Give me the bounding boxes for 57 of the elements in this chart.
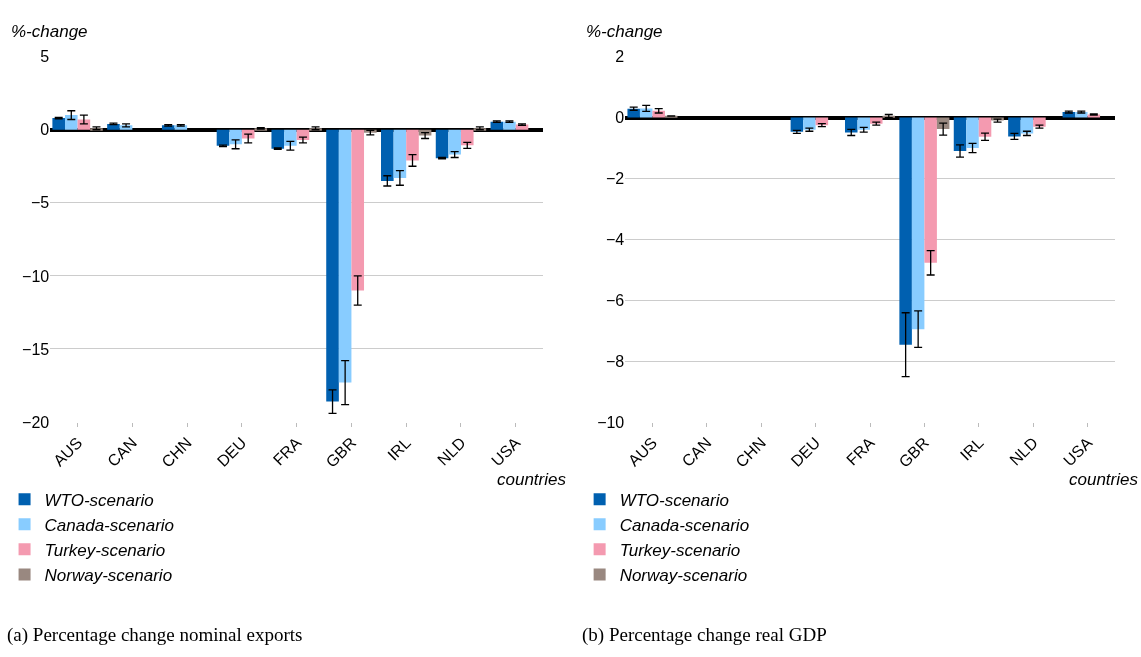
legend-label: Canada-scenario — [619, 515, 750, 535]
y-tick-label: −4 — [606, 230, 625, 248]
x-tick-label: FRA — [843, 433, 879, 469]
bar — [911, 117, 925, 330]
x-tick-label: IRL — [384, 433, 415, 464]
x-tick-label: USA — [1060, 433, 1096, 470]
text: (b) Percentage change real GDP — [582, 624, 827, 646]
x-tick-label: FRA — [269, 433, 305, 469]
y-tick-label: 2 — [615, 48, 625, 66]
y-tick-label: 0 — [40, 121, 50, 139]
x-tick-label: USA — [488, 433, 524, 470]
y-tick-label: −10 — [597, 413, 625, 431]
bar — [64, 115, 78, 130]
y-tick-label: −5 — [30, 194, 50, 212]
y-tick-label: −10 — [22, 267, 50, 285]
legend-label: Norway-scenario — [44, 566, 173, 586]
bar — [326, 129, 339, 402]
y-tick-label: −8 — [606, 352, 625, 370]
text: (a) Percentage change nominal exports — [7, 624, 303, 646]
bar — [899, 117, 912, 345]
bar — [338, 129, 352, 383]
bar — [460, 129, 474, 146]
y-axis-title: %-change — [11, 22, 88, 41]
bar — [448, 129, 461, 155]
legend-label: Turkey-scenario — [44, 540, 166, 560]
x-tick-label: IRL — [956, 433, 987, 464]
bar — [381, 129, 394, 181]
bar — [435, 129, 449, 159]
bar — [845, 117, 858, 133]
x-axis-title: countries — [497, 470, 567, 489]
y-tick-label: 0 — [615, 109, 625, 127]
bar — [271, 129, 285, 149]
legend-label: Norway-scenario — [619, 566, 748, 586]
y-tick-label: 5 — [40, 48, 50, 66]
legend-label: Canada-scenario — [44, 515, 175, 535]
y-axis-title: %-change — [586, 22, 663, 41]
bar — [284, 129, 297, 146]
bar — [1033, 117, 1046, 127]
bar — [639, 108, 653, 118]
legend-label: WTO-scenario — [619, 490, 729, 510]
y-tick-label: −2 — [606, 170, 625, 188]
bar — [966, 117, 979, 148]
bar — [393, 129, 407, 178]
bar — [406, 129, 419, 161]
y-tick-label: −6 — [606, 291, 625, 309]
x-axis-title: countries — [1069, 470, 1139, 489]
legend-label: WTO-scenario — [44, 490, 154, 510]
bar — [52, 118, 65, 130]
legend-label: Turkey-scenario — [619, 540, 741, 560]
bar — [803, 117, 816, 130]
y-tick-label: −15 — [22, 340, 50, 358]
bar — [924, 117, 937, 263]
bar — [627, 108, 640, 118]
bar — [1008, 117, 1021, 137]
bar — [351, 129, 365, 291]
y-tick-label: −20 — [22, 413, 50, 431]
bar — [503, 121, 516, 130]
